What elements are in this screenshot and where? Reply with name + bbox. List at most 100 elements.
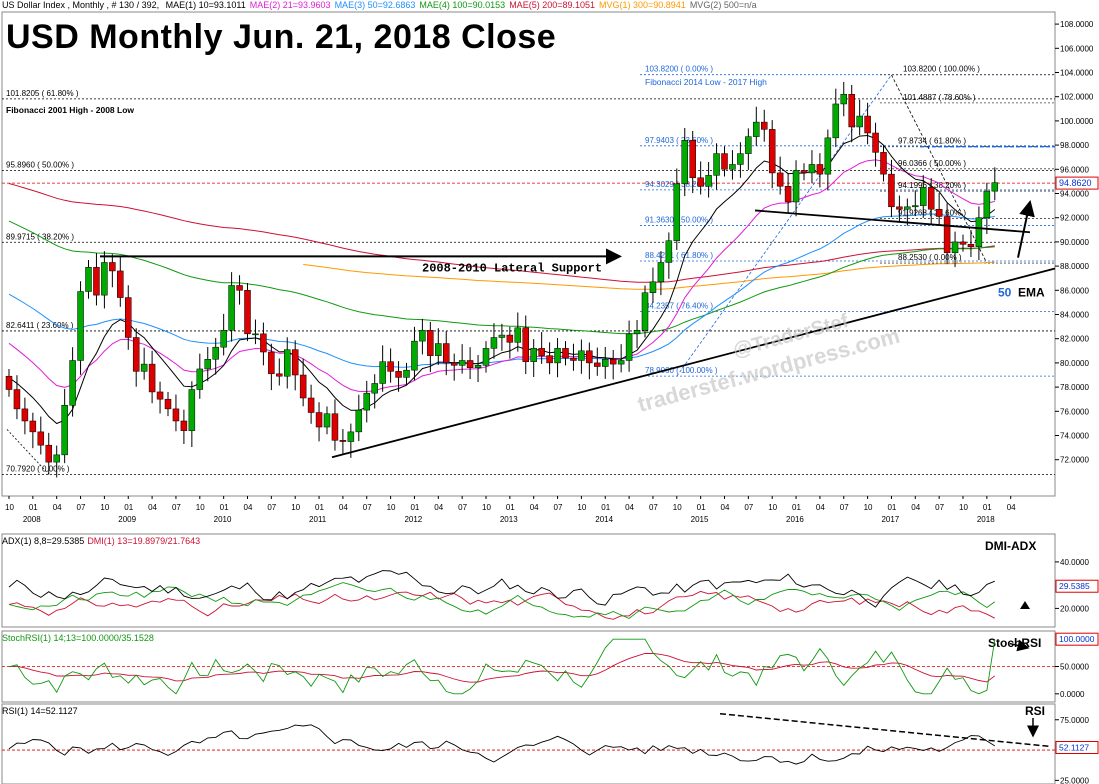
ema-label-text: EMA (1018, 286, 1045, 300)
header-indicator-2: MAE(3) 50=92.6863 (334, 0, 416, 10)
fib-old-title: Fibonacci 2001 High - 2008 Low (6, 105, 134, 115)
candle-body (21, 408, 29, 422)
x-year-label: 2011 (309, 515, 327, 524)
candle-body (761, 121, 768, 130)
candle-body (212, 346, 219, 360)
x-tick-label: 04 (434, 503, 443, 512)
fib-old-label: 95.8960 ( 50.00% ) (6, 161, 74, 170)
x-tick-label: 04 (339, 503, 348, 512)
lateral-support-label: 2008-2010 Lateral Support (422, 261, 602, 275)
header-indicator-1: MAE(2) 21=93.9603 (249, 0, 331, 10)
candle-body (331, 413, 339, 441)
candle-body (530, 348, 537, 362)
panel-title-part: RSI(1) 14=52.1127 (2, 706, 78, 716)
panel-title-part: DMI(1) 13=19.8979/21.7643 (87, 536, 201, 546)
x-tick-label: 10 (5, 503, 14, 512)
ind-last-box (1055, 740, 1099, 754)
header-indicator-6: MVG(2) 500=n/a (689, 0, 757, 10)
ma-300-line (303, 261, 995, 290)
y-tick-label: 88.0000 (1060, 262, 1089, 271)
candle-body (323, 413, 331, 428)
candle-body (546, 355, 553, 364)
ind-last-label: 52.1127 (1059, 742, 1089, 752)
x-year-label: 2015 (691, 515, 709, 524)
x-tick-label: 01 (697, 503, 706, 512)
y-tick-label: 100.0000 (1060, 117, 1094, 126)
x-tick-label: 01 (792, 503, 801, 512)
candle-body (935, 208, 943, 217)
ind-y-label: 50.0000 (1060, 663, 1089, 672)
candle-body (824, 137, 832, 175)
ind-y-label: 25.0000 (1060, 776, 1089, 784)
candle-body (172, 408, 180, 422)
candle-body (458, 360, 466, 366)
last-price-box (1055, 176, 1099, 190)
ind-panel-label: DMI-ADX (985, 539, 1036, 553)
candle-body (204, 359, 211, 370)
candle-body (411, 340, 418, 371)
y-tick-label: 96.0000 (1060, 165, 1089, 174)
candle-body (657, 262, 665, 283)
candle-body (983, 190, 991, 218)
panel-title-part: ADX(1) 8,8=29.5385 (2, 536, 85, 546)
candle-body (450, 362, 458, 366)
ind-last-box (1055, 579, 1099, 593)
y-tick-label: 76.0000 (1060, 407, 1089, 416)
x-tick-label: 04 (53, 503, 62, 512)
candle-body (363, 392, 370, 411)
candle-body (291, 349, 299, 376)
x-tick-label: 01 (983, 503, 992, 512)
y-tick-label: 84.0000 (1060, 311, 1089, 320)
x-tick-label: 07 (649, 503, 658, 512)
stoch-signal-line (8, 652, 996, 683)
candle-body (649, 281, 657, 293)
candle-body (896, 206, 903, 210)
candle-body (196, 368, 204, 390)
x-year-label: 2008 (23, 515, 41, 524)
ind-last-box (1055, 632, 1099, 646)
x-year-label: 2009 (118, 515, 136, 524)
adx-line (8, 582, 996, 620)
candle-body (586, 350, 593, 364)
candle-body (427, 329, 434, 356)
header-indicator-4: MAE(5) 200=89.1051 (509, 0, 595, 10)
candle-body (697, 177, 704, 187)
x-year-label: 2016 (786, 515, 804, 524)
candle-body (228, 285, 235, 331)
adx-line (8, 590, 996, 620)
y-tick-label: 72.0000 (1060, 456, 1089, 465)
candle-body (625, 333, 633, 361)
fib-retrace-label: 101.4887 ( 78.60% ) (903, 93, 976, 102)
ind-y-label: 20.0000 (1060, 604, 1089, 613)
fib-retrace-label: 94.1996 ( 38.20% ) (898, 181, 966, 190)
x-tick-label: 04 (911, 503, 920, 512)
candle-body (284, 349, 291, 377)
stochrsi-panel-title: StochRSI(1) 14;13=100.0000/35.1528 (2, 633, 157, 643)
candle-body (156, 391, 164, 400)
candle-body (299, 374, 307, 399)
candle-body (466, 360, 474, 368)
ind-y-label: 40.0000 (1060, 558, 1089, 567)
x-year-label: 2017 (881, 515, 899, 524)
panel-title-part: StochRSI(1) 14;13=100.0000/35.1528 (2, 633, 154, 643)
candle-body (5, 375, 13, 390)
candle-body (315, 412, 323, 428)
x-tick-label: 07 (458, 503, 467, 512)
x-tick-label: 10 (196, 503, 205, 512)
chart-title: USD Monthly Jun. 21, 2018 Close (6, 18, 557, 56)
candle-body (967, 244, 975, 247)
candle-body (792, 170, 800, 203)
x-tick-label: 07 (840, 503, 849, 512)
x-tick-label: 10 (959, 503, 968, 512)
y-tick-label: 94.0000 (1060, 190, 1089, 199)
candle-body (816, 164, 824, 175)
candle-body (665, 240, 673, 263)
candle-body (673, 183, 681, 241)
candle-body (856, 115, 863, 128)
rsi-line (8, 724, 996, 765)
y-tick-label: 108.0000 (1060, 20, 1094, 29)
fib-new-label: 97.9403 ( 23.60% ) (645, 136, 713, 145)
candle-body (387, 361, 394, 372)
x-tick-label: 07 (744, 503, 753, 512)
x-tick-label: 01 (410, 503, 419, 512)
